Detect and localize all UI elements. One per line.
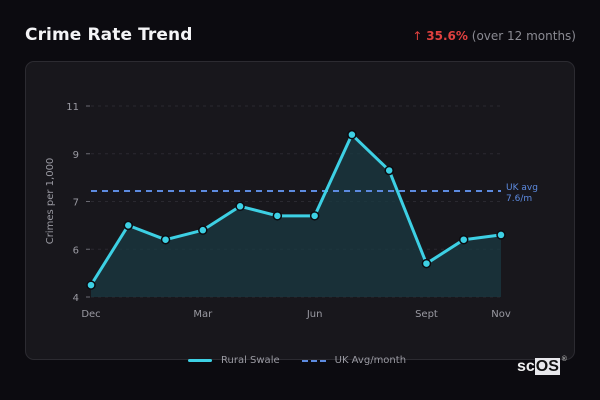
reference-annotation-line1: UK avg [506, 183, 538, 193]
data-point[interactable] [458, 234, 469, 245]
data-point[interactable] [421, 258, 432, 269]
svg-text:7: 7 [73, 198, 79, 209]
svg-text:Nov: Nov [491, 309, 511, 320]
data-point[interactable] [347, 129, 357, 140]
chart-legend: Rural Swale UK Avg/month [188, 355, 428, 366]
data-point[interactable] [272, 211, 283, 221]
y-axis-label: Crimes per 1,000 [45, 158, 56, 245]
svg-text:Sept: Sept [415, 309, 438, 320]
svg-text:9: 9 [73, 150, 79, 161]
data-points [86, 129, 506, 290]
chart-title: Crime Rate Trend [25, 25, 193, 45]
data-point[interactable] [309, 211, 320, 221]
data-point[interactable] [160, 234, 171, 245]
data-point[interactable] [384, 165, 394, 176]
series-line [89, 133, 502, 286]
scos-logo: scOS ® [517, 356, 567, 376]
legend-item-series[interactable]: Rural Swale [188, 355, 280, 366]
x-axis: Dec Mar Jun Sept Nov [81, 309, 511, 320]
change-period: (over 12 months) [471, 29, 576, 43]
data-point[interactable] [86, 280, 96, 290]
y-axis: 4 6 7 9 11 [66, 102, 90, 304]
legend-reference-label: UK Avg/month [334, 355, 407, 366]
svg-text:Mar: Mar [193, 309, 213, 320]
change-percent: 35.6% [426, 29, 468, 43]
svg-text:Jun: Jun [306, 309, 323, 320]
change-summary: ↑ 35.6% (over 12 months) [412, 29, 576, 43]
logo-highlight: OS [534, 358, 560, 375]
svg-text:Dec: Dec [81, 309, 100, 320]
data-point[interactable] [123, 220, 134, 231]
data-point[interactable] [235, 201, 245, 212]
reference-annotation-line2: 7.6/m [506, 194, 532, 204]
registered-mark-icon: ® [561, 356, 567, 363]
legend-series-label: Rural Swale [221, 355, 280, 366]
logo-prefix: sc [517, 358, 535, 375]
solid-line-swatch-icon [188, 359, 212, 362]
dashed-line-swatch-icon [301, 359, 326, 362]
chart-panel [25, 61, 575, 360]
legend-item-reference[interactable]: UK Avg/month [301, 355, 407, 366]
up-arrow-icon: ↑ [412, 29, 423, 43]
svg-text:4: 4 [73, 293, 79, 304]
svg-text:11: 11 [66, 102, 79, 113]
data-point[interactable] [496, 230, 506, 240]
data-point[interactable] [198, 225, 208, 235]
svg-text:6: 6 [73, 245, 79, 256]
